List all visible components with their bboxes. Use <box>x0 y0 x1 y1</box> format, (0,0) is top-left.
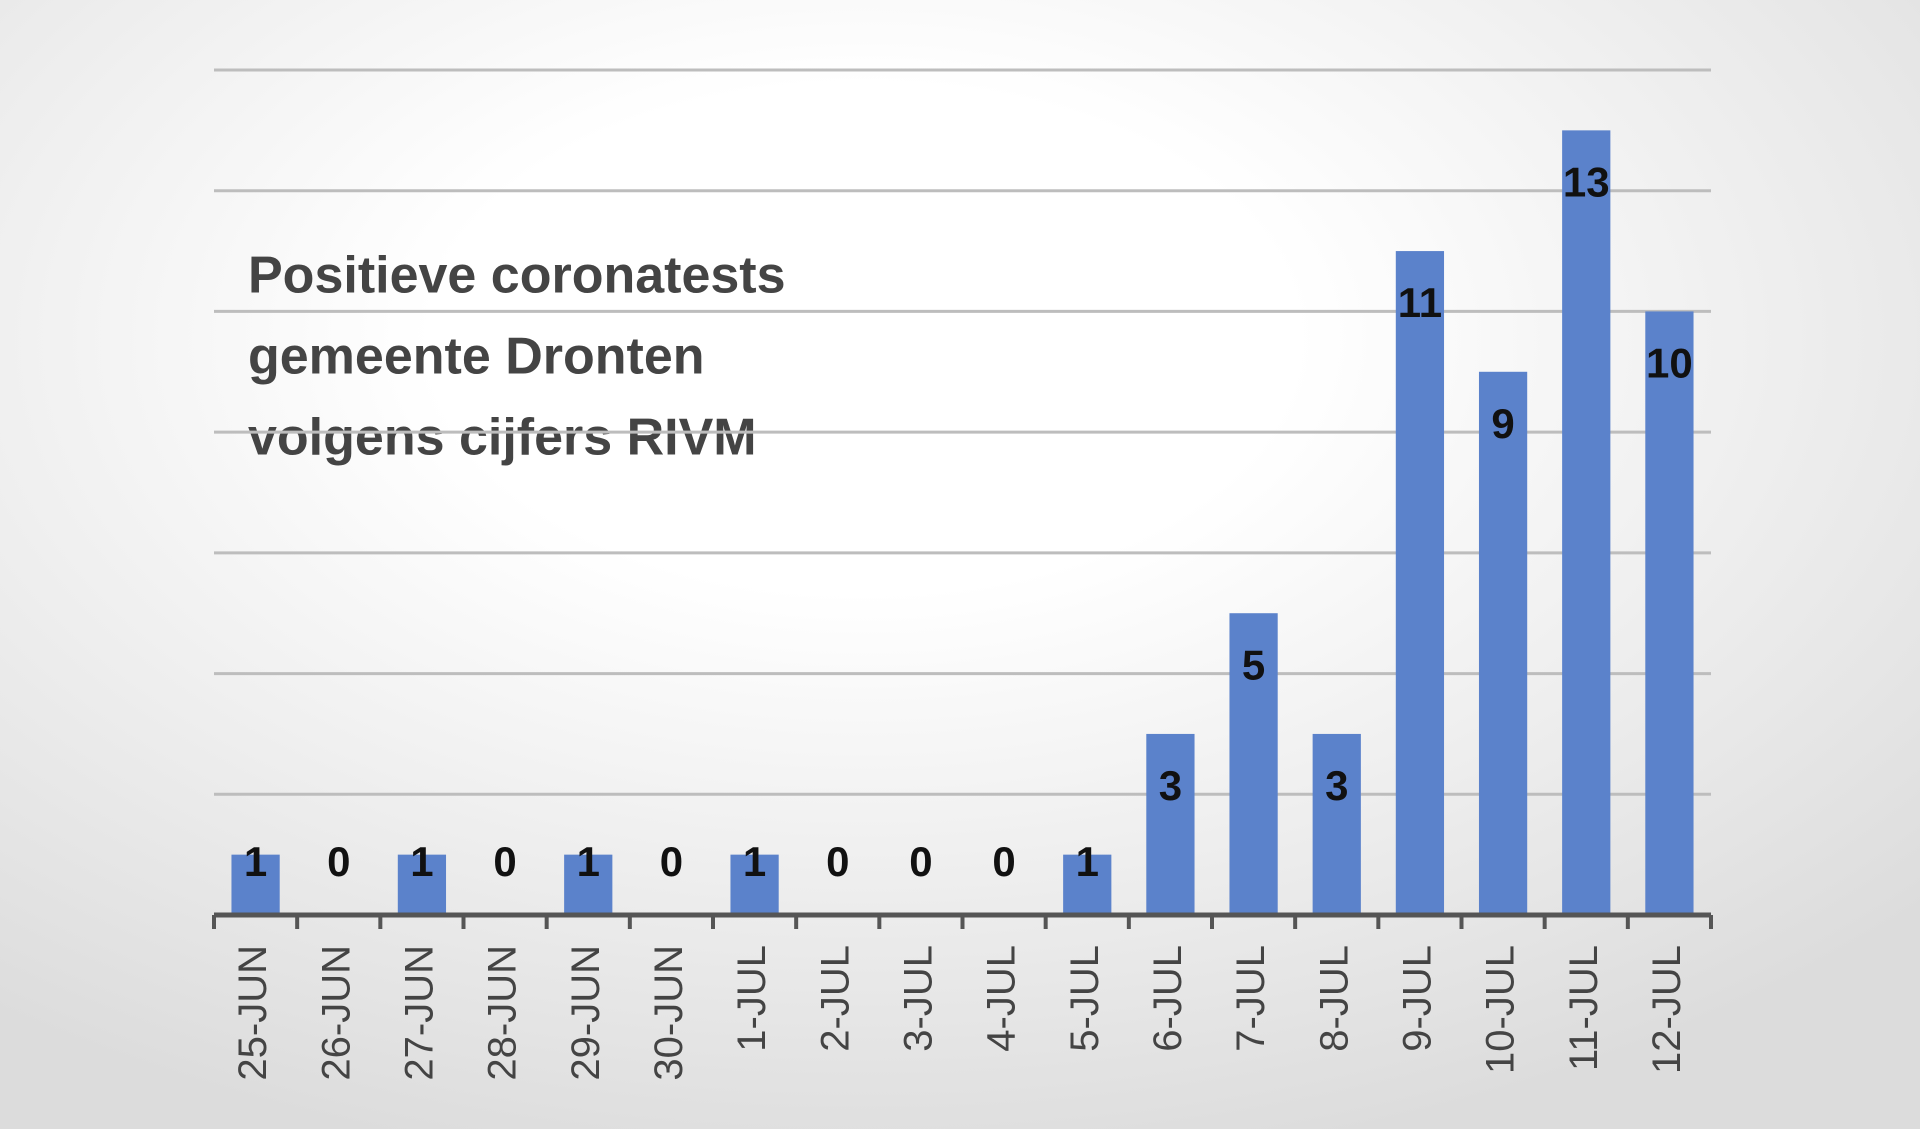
value-label: 1 <box>743 838 766 885</box>
bar <box>1645 311 1694 915</box>
x-tick-label: 30-JUN <box>647 945 691 1081</box>
value-label: 1 <box>410 838 433 885</box>
x-tick-label: 11-JUL <box>1562 945 1606 1071</box>
bar <box>1312 733 1361 915</box>
bar <box>564 854 613 915</box>
x-tick-label: 4-JUL <box>980 945 1024 1052</box>
value-label: 0 <box>327 838 350 885</box>
bar <box>730 854 779 915</box>
x-tick-label: 28-JUN <box>481 945 525 1081</box>
x-tick-label: 3-JUL <box>896 945 940 1052</box>
x-tick-label: 29-JUN <box>564 945 608 1081</box>
bar <box>231 854 280 915</box>
bar <box>1478 371 1528 915</box>
x-tick-label: 26-JUN <box>314 945 358 1081</box>
value-label: 11 <box>1398 279 1442 326</box>
x-tick-label: 25-JUN <box>231 945 275 1081</box>
x-tick-label: 1-JUL <box>730 945 774 1052</box>
x-tick-label: 12-JUL <box>1645 945 1689 1074</box>
value-label: 5 <box>1242 641 1265 688</box>
x-tick-label: 5-JUL <box>1063 945 1107 1052</box>
value-label: 13 <box>1563 158 1610 205</box>
bar <box>1562 130 1611 915</box>
value-label: 0 <box>660 838 683 885</box>
x-tick-label: 9-JUL <box>1395 945 1439 1052</box>
x-tick-label: 10-JUL <box>1479 945 1523 1074</box>
value-label: 9 <box>1491 400 1514 447</box>
value-label: 10 <box>1646 340 1693 387</box>
value-label: 1 <box>244 838 267 885</box>
chart-title: Positieve coronatests gemeente Dronten v… <box>248 247 786 467</box>
value-label: 0 <box>992 838 1015 885</box>
title-line: volgens cijfers RIVM <box>248 409 757 467</box>
value-label: 3 <box>1325 762 1348 809</box>
bar <box>397 854 447 915</box>
value-label: 0 <box>826 838 849 885</box>
bar <box>1229 613 1278 915</box>
value-label: 0 <box>493 838 516 885</box>
value-label: 1 <box>577 838 600 885</box>
value-label: 0 <box>909 838 932 885</box>
bar <box>1063 854 1112 915</box>
x-tick-label: 2-JUL <box>813 945 857 1052</box>
bar <box>1395 251 1445 916</box>
title-line: Positieve coronatests <box>248 247 786 305</box>
value-label: 3 <box>1159 762 1182 809</box>
x-tick-label: 7-JUL <box>1229 945 1273 1052</box>
bar <box>1146 733 1195 915</box>
value-label: 1 <box>1076 838 1099 885</box>
x-tick-label: 6-JUL <box>1146 945 1190 1052</box>
x-tick-label: 8-JUL <box>1312 945 1356 1052</box>
title-line: gemeente Dronten <box>248 328 705 386</box>
x-tick-label: 27-JUN <box>397 945 441 1081</box>
